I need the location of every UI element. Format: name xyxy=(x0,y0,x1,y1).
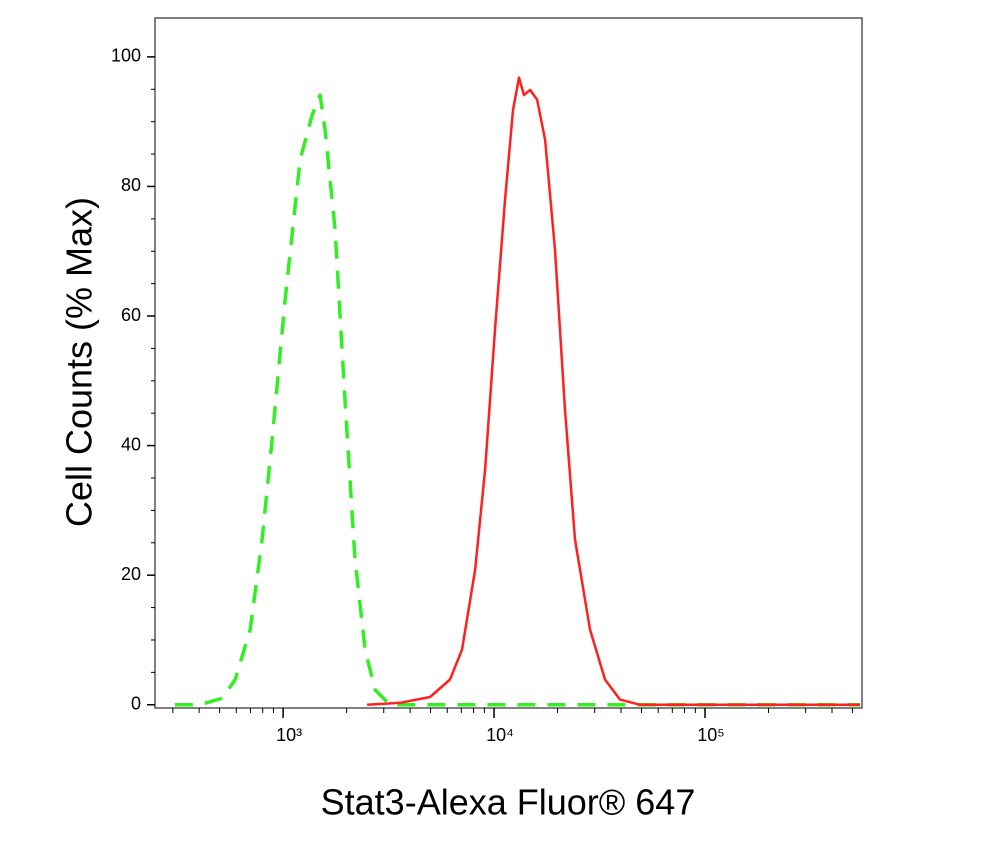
y-tick-label: 80 xyxy=(121,175,141,195)
x-tick-label: 10⁴ xyxy=(486,725,514,745)
plot-frame xyxy=(154,17,863,709)
y-tick-label: 60 xyxy=(121,305,141,325)
x-tick-label: 10⁵ xyxy=(697,725,724,745)
histogram-line xyxy=(174,93,860,707)
y-tick-label: 40 xyxy=(121,434,141,454)
y-tick-label: 100 xyxy=(111,46,141,66)
y-tick-label: 20 xyxy=(121,564,141,584)
x-tick-label: 10³ xyxy=(276,725,302,745)
x-axis-title: Stat3-Alexa Fluor® 647 xyxy=(321,782,696,823)
y-axis-title: Cell Counts (% Max) xyxy=(59,197,100,527)
y-tick-label: 0 xyxy=(131,694,141,714)
histogram-line xyxy=(367,76,860,707)
